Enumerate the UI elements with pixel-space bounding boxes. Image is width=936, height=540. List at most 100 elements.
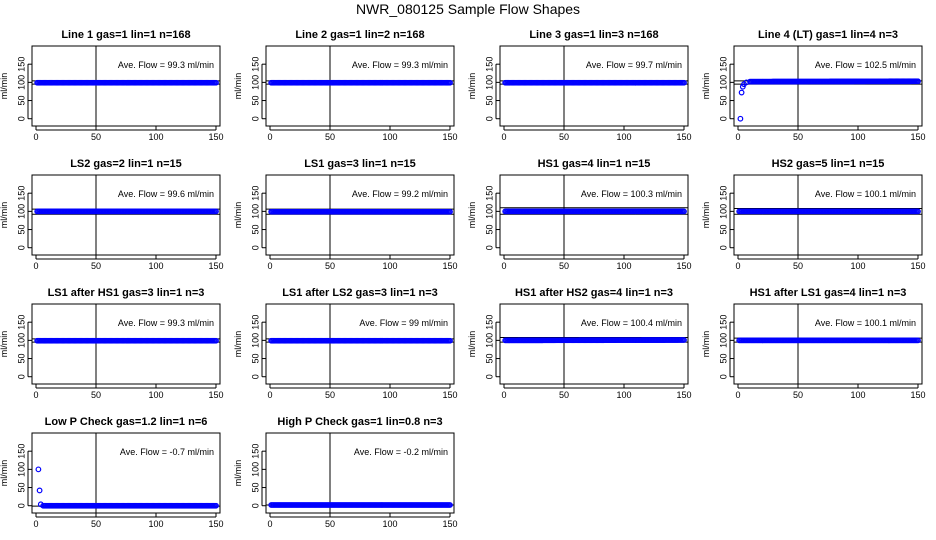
x-tick-label: 150 [910, 132, 925, 142]
y-tick-label: 0 [484, 245, 494, 250]
panel-title: HS1 after LS1 gas=4 lin=1 n=3 [750, 287, 907, 299]
average-flow-annotation: Ave. Flow = 100.1 ml/min [815, 318, 916, 328]
x-tick-label: 50 [91, 261, 101, 271]
average-flow-annotation: Ave. Flow = 100.4 ml/min [581, 318, 682, 328]
data-point [35, 466, 42, 473]
y-tick-label: 50 [718, 225, 728, 235]
data-point [681, 79, 687, 86]
x-tick-label: 0 [501, 132, 506, 142]
x-tick-label: 150 [208, 390, 223, 400]
data-point [738, 89, 745, 96]
panel-11: HS1 after HS2 gas=4 lin=1 n=3 ml/min 0 50 10… [467, 287, 692, 400]
y-tick-label: 100 [16, 204, 26, 219]
panel-9: LS1 after HS1 gas=3 lin=1 n=3 ml/min 0 50 10… [0, 287, 224, 400]
y-tick-label: 100 [16, 462, 26, 477]
y-tick-label: 100 [250, 333, 260, 348]
panel-6: LS1 gas=3 lin=1 n=15 ml/min 0 50 100 150 0 50 10… [233, 158, 458, 271]
data-point [213, 208, 219, 215]
average-flow-annotation: Ave. Flow = 99.7 ml/min [586, 60, 682, 70]
y-axis-label: ml/min [233, 460, 243, 487]
average-flow-annotation: Ave. Flow = 99.6 ml/min [118, 189, 214, 199]
y-tick-label: 50 [16, 354, 26, 364]
y-tick-label: 100 [718, 333, 728, 348]
x-tick-label: 100 [382, 519, 397, 529]
x-tick-label: 100 [616, 261, 631, 271]
plot-frame [499, 45, 689, 127]
y-tick-label: 50 [16, 96, 26, 106]
x-tick-label: 50 [793, 261, 803, 271]
average-flow-annotation: Ave. Flow = 100.1 ml/min [815, 189, 916, 199]
x-tick-label: 150 [442, 390, 457, 400]
y-tick-label: 0 [16, 116, 26, 121]
panel-5: LS2 gas=2 lin=1 n=15 ml/min 0 50 100 150 0 50 10… [0, 158, 224, 271]
y-tick-label: 150 [250, 444, 260, 459]
x-tick-label: 0 [735, 390, 740, 400]
x-tick-label: 150 [442, 132, 457, 142]
x-tick-label: 100 [382, 390, 397, 400]
y-tick-label: 150 [484, 315, 494, 330]
x-tick-label: 50 [325, 519, 335, 529]
y-tick-label: 100 [16, 333, 26, 348]
plot-frame [265, 303, 455, 385]
x-tick-label: 150 [442, 261, 457, 271]
x-tick-label: 0 [735, 132, 740, 142]
data-point [681, 337, 687, 343]
y-axis-label: ml/min [0, 460, 9, 487]
panel-title: Low P Check gas=1.2 lin=1 n=6 [45, 416, 208, 428]
y-tick-label: 150 [16, 444, 26, 459]
x-tick-label: 50 [91, 519, 101, 529]
y-tick-label: 100 [718, 204, 728, 219]
data-point [36, 487, 43, 494]
data-point [447, 502, 453, 508]
x-tick-label: 150 [676, 132, 691, 142]
x-tick-label: 50 [91, 390, 101, 400]
x-tick-label: 50 [793, 132, 803, 142]
x-tick-label: 150 [910, 261, 925, 271]
y-tick-label: 0 [718, 374, 728, 379]
panel-14: High P Check gas=1 lin=0.8 n=3 ml/min 0 50 1… [233, 416, 458, 529]
x-tick-label: 0 [267, 132, 272, 142]
y-tick-label: 0 [484, 116, 494, 121]
data-point [737, 115, 744, 122]
panel-2: Line 2 gas=1 lin=2 n=168 ml/min 0 50 100 150 0… [233, 29, 458, 142]
x-tick-label: 100 [148, 132, 163, 142]
average-flow-annotation: Ave. Flow = 102.5 ml/min [815, 60, 916, 70]
plot-frame [265, 45, 455, 127]
panel-12: HS1 after LS1 gas=4 lin=1 n=3 ml/min 0 50 10… [701, 287, 926, 400]
average-flow-annotation: Ave. Flow = 99.3 ml/min [118, 318, 214, 328]
y-axis-label: ml/min [701, 202, 711, 229]
x-tick-label: 100 [616, 390, 631, 400]
data-point [915, 78, 921, 85]
y-tick-label: 100 [250, 462, 260, 477]
x-tick-label: 50 [559, 261, 569, 271]
y-axis-label: ml/min [233, 73, 243, 100]
plot-frame [31, 432, 221, 514]
plot-frame [733, 45, 923, 127]
y-tick-label: 0 [484, 374, 494, 379]
y-tick-label: 100 [718, 75, 728, 90]
average-flow-annotation: Ave. Flow = 99.2 ml/min [352, 189, 448, 199]
data-point [213, 79, 219, 86]
data-point [447, 79, 453, 86]
y-tick-label: 100 [484, 204, 494, 219]
x-tick-label: 50 [325, 132, 335, 142]
y-axis-label: ml/min [467, 202, 477, 229]
data-point [447, 337, 453, 344]
panel-title: Line 4 (LT) gas=1 lin=4 n=3 [758, 29, 898, 41]
y-tick-label: 50 [250, 354, 260, 364]
y-tick-label: 150 [250, 186, 260, 201]
x-tick-label: 0 [267, 390, 272, 400]
y-tick-label: 0 [250, 374, 260, 379]
panel-title: HS1 after HS2 gas=4 lin=1 n=3 [515, 287, 673, 299]
data-point [915, 337, 921, 344]
y-tick-label: 50 [718, 96, 728, 106]
y-axis-label: ml/min [701, 331, 711, 358]
x-tick-label: 50 [559, 390, 569, 400]
plot-frame [265, 174, 455, 256]
y-tick-label: 0 [250, 503, 260, 508]
x-tick-label: 150 [676, 261, 691, 271]
y-tick-label: 50 [484, 96, 494, 106]
x-tick-label: 100 [148, 390, 163, 400]
